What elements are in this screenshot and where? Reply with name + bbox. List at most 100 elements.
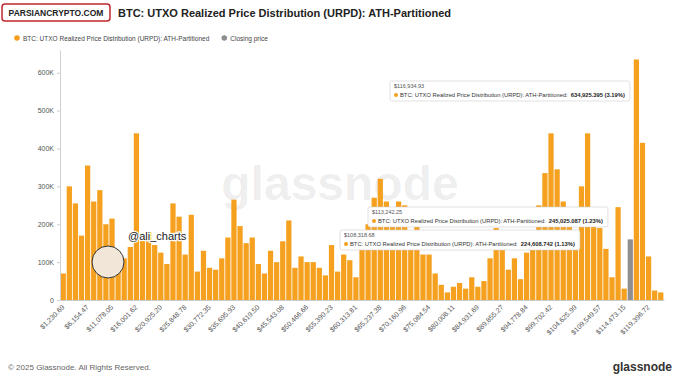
bar (189, 215, 194, 300)
bar (158, 253, 163, 300)
bar (353, 277, 358, 300)
bar (487, 258, 492, 300)
bar (244, 243, 249, 300)
bar (445, 292, 450, 300)
bar (305, 262, 310, 300)
annotation: $108,318.68 BTC: UTXO Realized Price Dist… (340, 230, 580, 250)
bar (164, 264, 169, 300)
bar (195, 272, 200, 300)
bar (652, 291, 657, 300)
annotation-value: 245,025.087 (1.23%) (549, 218, 603, 224)
y-tick-label: 100K (38, 259, 55, 266)
title: BTC: UTXO Realized Price Distribution (U… (118, 7, 451, 19)
bar (268, 251, 273, 300)
bar (481, 281, 486, 300)
x-tick-label: $119,396.72 (619, 303, 651, 335)
bar (640, 143, 645, 300)
bar (634, 59, 639, 300)
legend-marker (221, 35, 227, 41)
bar (292, 268, 297, 300)
bar (524, 253, 529, 300)
bar (201, 251, 206, 300)
y-tick-mark (57, 73, 60, 74)
y-tick: 200K (38, 221, 60, 228)
bar (225, 238, 230, 301)
y-tick: 400K (38, 145, 60, 152)
bar (439, 285, 444, 300)
bar (646, 256, 651, 300)
y-tick-mark (57, 300, 60, 301)
bar (591, 215, 596, 300)
bar (170, 203, 175, 300)
bar (469, 277, 474, 300)
bar (280, 241, 285, 300)
annotation-marker (344, 242, 348, 246)
bar (85, 166, 90, 300)
bar (323, 275, 328, 300)
bar (457, 283, 462, 300)
annotation-value: 224,608.742 (1.13%) (521, 241, 575, 247)
bar (433, 273, 438, 300)
bar (61, 273, 66, 300)
bar (97, 190, 102, 300)
y-tick-label: 300K (38, 183, 55, 190)
handle: @ali_charts (92, 230, 187, 278)
bar (341, 255, 346, 300)
y-tick: 600K (38, 69, 60, 76)
watermark: glassnode (221, 157, 458, 210)
logo: glassnode (613, 360, 673, 374)
y-tick: 500K (38, 107, 60, 114)
badge-box (2, 4, 110, 21)
y-tick-mark (57, 262, 60, 263)
y-tick-label: 500K (38, 107, 55, 114)
annotation-box (368, 207, 608, 227)
annotation-series: BTC: UTXO Realized Price Distribution (U… (400, 92, 568, 98)
annotation-price: $113,242.25 (372, 209, 402, 215)
y-tick-label: 200K (38, 221, 55, 228)
x-tick: $1,230.69 (39, 303, 66, 330)
bar (213, 270, 218, 300)
footer: © 2025 Glassnode. All Rights Reserved. (8, 363, 151, 372)
handle-icon (92, 246, 124, 278)
y-tick-mark (57, 148, 60, 149)
bar (274, 262, 279, 300)
bar (286, 220, 291, 300)
legend-label: Closing price (230, 35, 268, 43)
bar (298, 256, 303, 300)
bar (237, 226, 242, 300)
bar (256, 264, 261, 300)
bar (451, 287, 456, 300)
bar (512, 258, 517, 300)
annotation-box (390, 81, 630, 101)
bar (250, 238, 255, 301)
y-axis: 0 100K 200K 300K 400K 500K 600K (38, 51, 61, 304)
bar (573, 243, 578, 300)
bar (609, 277, 614, 300)
y-tick: 100K (38, 259, 60, 266)
legend-label: BTC: UTXO Realized Price Distribution (U… (23, 35, 210, 43)
background (0, 0, 680, 383)
bar (506, 270, 511, 300)
legend: BTC: UTXO Realized Price Distribution (U… (14, 35, 268, 43)
bar (73, 203, 78, 300)
bar (359, 243, 364, 300)
bar (134, 133, 139, 300)
y-tick-mark (57, 111, 60, 112)
y-tick: 0 (50, 297, 60, 304)
bar (628, 239, 633, 300)
bar (183, 255, 188, 300)
y-tick-mark (57, 186, 60, 187)
annotation-marker (372, 219, 376, 223)
bar (140, 234, 145, 300)
bar (463, 289, 468, 300)
bar (219, 258, 224, 300)
bars (61, 59, 664, 300)
annotation-series: BTC: UTXO Realized Price Distribution (U… (350, 241, 518, 247)
y-tick-mark (57, 224, 60, 225)
bar (603, 249, 608, 300)
bar (311, 262, 316, 300)
annotation-value: 634,925.395 (3.19%) (571, 92, 625, 98)
y-tick: 300K (38, 183, 60, 190)
x-tick-label: $1,230.69 (39, 303, 66, 330)
annotation-price: $108,318.68 (344, 232, 375, 238)
